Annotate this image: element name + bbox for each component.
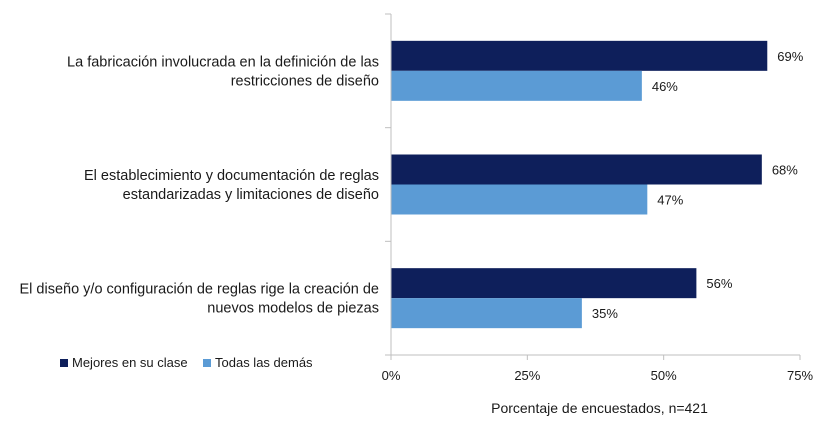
category-label-line: La fabricación involucrada en la definic… xyxy=(67,54,379,70)
bar xyxy=(391,268,697,299)
data-labels: 69% 46% 68% 47% 56% 35% xyxy=(592,49,804,321)
data-label: 68% xyxy=(772,163,798,178)
bar xyxy=(391,154,762,185)
category-label-line: estandarizadas y limitaciones de diseño xyxy=(123,187,379,203)
x-axis-title: Porcentaje de encuestados, n=421 xyxy=(491,400,708,416)
legend-swatch xyxy=(60,359,68,367)
x-tick-label: 75% xyxy=(787,368,813,383)
data-label: 56% xyxy=(706,276,732,291)
category-labels: La fabricación involucrada en la definic… xyxy=(20,54,380,316)
data-label: 35% xyxy=(592,306,618,321)
category-label: El establecimiento y documentación de re… xyxy=(84,168,379,203)
category-label-line: El diseño y/o configuración de reglas ri… xyxy=(20,282,380,298)
axes-group xyxy=(390,14,800,356)
bar xyxy=(391,70,642,101)
bar xyxy=(391,40,768,71)
legend-swatch xyxy=(203,359,211,367)
bar xyxy=(391,184,648,215)
y-axis-ticks xyxy=(385,13,391,356)
x-tick-label: 50% xyxy=(651,368,677,383)
legend-label: Todas las demás xyxy=(215,355,313,370)
data-label: 47% xyxy=(657,193,683,208)
category-label-line: El establecimiento y documentación de re… xyxy=(84,168,379,184)
x-axis-ticks: 0% 25% 50% 75% xyxy=(382,355,813,383)
category-label-line: nuevos modelos de piezas xyxy=(207,301,379,317)
data-label: 46% xyxy=(652,79,678,94)
bars-group xyxy=(391,40,768,329)
bar xyxy=(391,298,582,329)
data-label: 69% xyxy=(777,49,803,64)
category-label-line: restricciones de diseño xyxy=(231,73,379,89)
category-label: La fabricación involucrada en la definic… xyxy=(67,54,379,89)
x-tick-label: 25% xyxy=(514,368,540,383)
x-tick-label: 0% xyxy=(382,368,401,383)
category-label: El diseño y/o configuración de reglas ri… xyxy=(20,282,380,317)
legend-label: Mejores en su clase xyxy=(72,355,188,370)
legend: Mejores en su clase Todas las demás xyxy=(60,355,313,370)
